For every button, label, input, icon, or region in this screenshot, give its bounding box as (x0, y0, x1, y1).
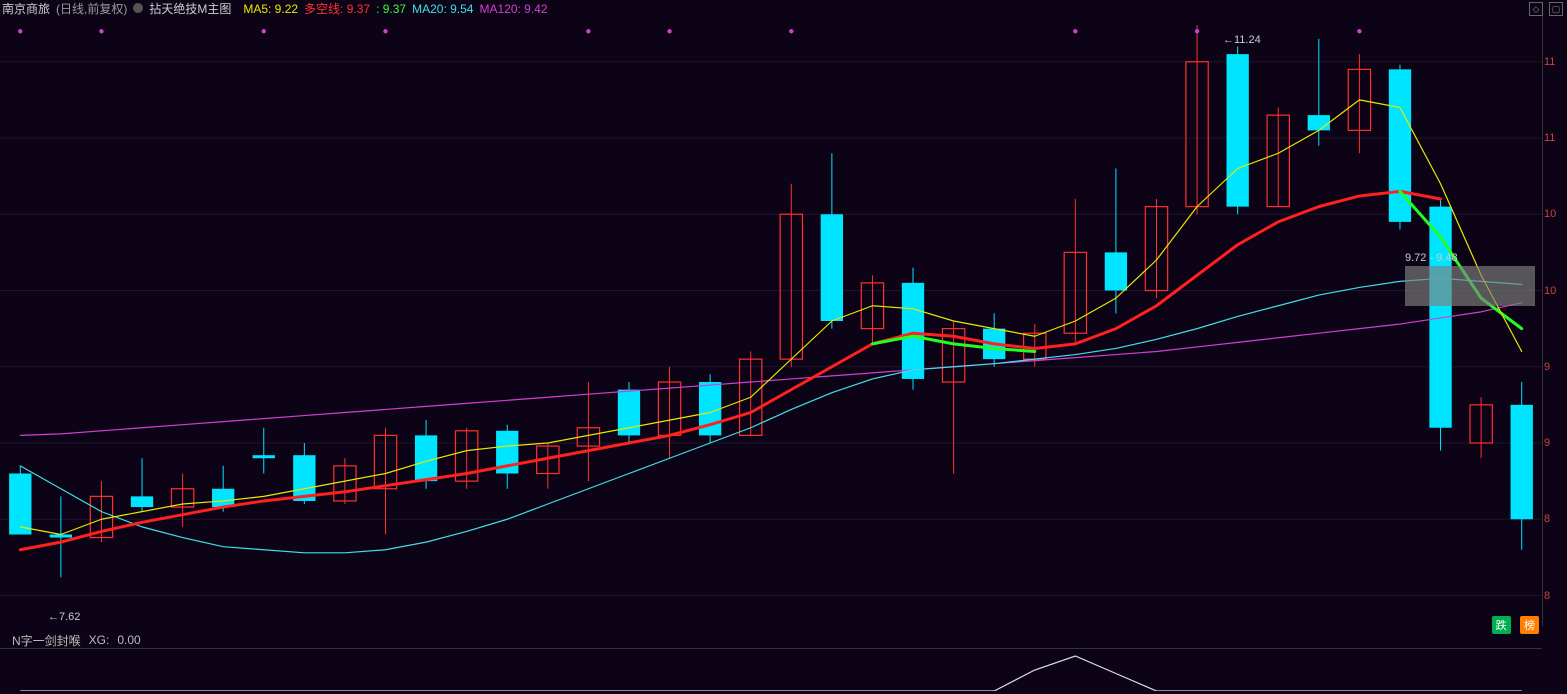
sub-metric-value: 0.00 (117, 633, 140, 647)
dot-icon (133, 3, 143, 13)
y-tick: 9 (1544, 437, 1550, 449)
sub-indicator-header: N字一剑封喉 XG: 0.00 (0, 632, 141, 648)
legend: MA5: 9.22 多空线: 9.37 : 9.37 MA20: 9.54 MA120:… (237, 0, 547, 17)
y-tick: 8 (1544, 513, 1550, 525)
legend-item: : 9.37 (376, 2, 406, 16)
top-right-controls: ◇ ▢ (1529, 2, 1563, 16)
box-icon[interactable]: ▢ (1549, 2, 1563, 16)
stock-name: 南京商旅 (2, 0, 50, 17)
cursor-highlight (1405, 266, 1535, 306)
sub-metric-label: XG: (89, 633, 110, 647)
chart-header: 南京商旅 (日线,前复权) 拈天绝技M主图 MA5: 9.22 多空线: 9.37… (0, 0, 548, 16)
period-label: (日线,前复权) (56, 0, 127, 17)
rotate-icon[interactable]: ◇ (1529, 2, 1543, 16)
main-candlestick-chart[interactable] (0, 16, 1543, 626)
sub-indicator-chart[interactable] (0, 648, 1542, 691)
legend-item: MA120: 9.42 (479, 2, 547, 16)
y-tick: 11 (1544, 56, 1555, 68)
rank-badge[interactable]: 榜 (1520, 616, 1539, 634)
indicator-name: 拈天绝技M主图 (149, 0, 231, 17)
fall-badge[interactable]: 跌 (1492, 616, 1511, 634)
y-axis: 8 8 9 9 10 10 11 11 (1542, 16, 1567, 626)
legend-item: 多空线: 9.37 (304, 2, 370, 16)
y-tick: 8 (1544, 590, 1550, 602)
y-tick: 11 (1544, 132, 1555, 144)
sub-indicator-name: N字一剑封喉 (12, 632, 81, 649)
legend-item: MA20: 9.54 (412, 2, 473, 16)
legend-item: MA5: 9.22 (243, 2, 298, 16)
badge-group: 跌 榜 (1486, 616, 1539, 634)
y-tick: 9 (1544, 361, 1550, 373)
y-tick: 10 (1544, 208, 1556, 220)
y-tick: 10 (1544, 285, 1556, 297)
